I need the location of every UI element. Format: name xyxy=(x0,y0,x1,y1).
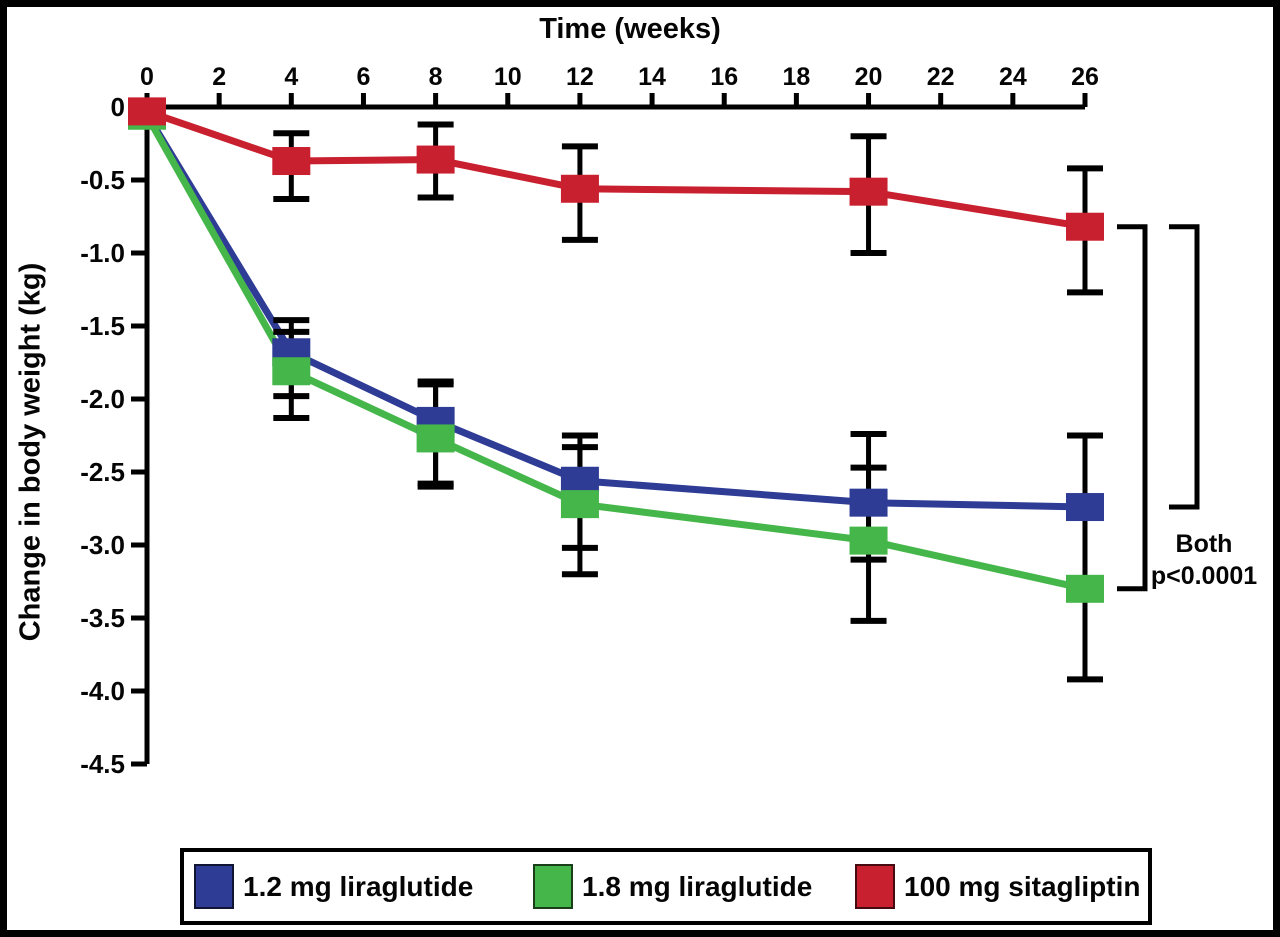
y-tick-label: -0.5 xyxy=(80,165,125,195)
significance-annotation-line2: p<0.0001 xyxy=(1150,562,1258,590)
x-tick-label: 0 xyxy=(140,63,154,91)
legend-label-sitagliptin: 100 mg sitagliptin xyxy=(904,870,1141,902)
marker-1-8-mg-liraglutide xyxy=(849,526,888,555)
x-tick-label: 10 xyxy=(494,63,522,91)
legend-label-liraglutide-1-8: 1.8 mg liraglutide xyxy=(582,870,813,902)
marker-1-8-mg-liraglutide xyxy=(272,357,311,386)
legend-swatch-liraglutide-1-8 xyxy=(533,864,573,909)
x-tick-label: 6 xyxy=(357,63,371,91)
legend-item-liraglutide-1-8: 1.8 mg liraglutide xyxy=(533,852,812,921)
error-bars-1-2-mg-liraglutide xyxy=(273,317,1103,592)
x-tick-label: 18 xyxy=(782,63,810,91)
x-tick-label: 22 xyxy=(927,63,955,91)
series-line-1-8-mg-liraglutide xyxy=(143,114,1086,593)
series-line-100-mg-sitagliptin xyxy=(145,108,1086,231)
x-tick-label: 16 xyxy=(710,63,738,91)
significance-bracket xyxy=(1169,224,1200,510)
y-axis-title: Change in body weight (kg) xyxy=(14,262,47,642)
series-line-1-2-mg-liraglutide xyxy=(144,112,1086,511)
markers-100-mg-sitagliptin xyxy=(128,97,1104,241)
y-tick-label: -2.0 xyxy=(80,384,125,414)
x-tick-label: 24 xyxy=(999,63,1027,91)
marker-100-mg-sitagliptin xyxy=(849,177,888,206)
legend-item-liraglutide-1-2: 1.2 mg liraglutide xyxy=(194,852,473,921)
legend-item-sitagliptin: 100 mg sitagliptin xyxy=(855,852,1141,921)
chart-svg: 0 2 4 6 8 10 12 14 16 18 20 22 24 260-0.5-1.0-1.5-2.0… xyxy=(80,63,1200,779)
x-tick-label: 4 xyxy=(284,63,298,91)
legend-swatch-sitagliptin xyxy=(855,864,895,909)
y-tick-label: -1.0 xyxy=(80,238,125,268)
y-tick-label: 0 xyxy=(111,92,125,122)
y-tick-label: -3.0 xyxy=(80,530,125,560)
legend: 1.2 mg liraglutide 1.8 mg liraglutide 10… xyxy=(180,848,1152,925)
y-tick-label: -4.0 xyxy=(80,676,125,706)
x-axis-title: Time (weeks) xyxy=(539,13,721,45)
significance-bracket xyxy=(1117,224,1148,592)
y-tick-label: -2.5 xyxy=(80,457,125,487)
legend-label-liraglutide-1-2: 1.2 mg liraglutide xyxy=(243,870,474,902)
x-tick-label: 26 xyxy=(1071,63,1099,91)
significance-annotation: Both p<0.0001 xyxy=(1139,528,1269,592)
marker-1-2-mg-liraglutide xyxy=(849,488,888,517)
marker-1-8-mg-liraglutide xyxy=(416,424,455,453)
marker-100-mg-sitagliptin xyxy=(560,174,599,203)
marker-1-2-mg-liraglutide xyxy=(560,466,599,495)
y-axis: 0 -0.5 -1.0 -1.5 -2.0 -2.5 -3.0 -3.5 -4.0 -4.5 xyxy=(80,92,150,779)
x-tick-label: 14 xyxy=(638,63,666,91)
x-tick-label: 8 xyxy=(429,63,443,91)
x-tick-label: 20 xyxy=(855,63,883,91)
significance-annotation-line1: Both xyxy=(1175,530,1233,558)
error-bars-100-mg-sitagliptin xyxy=(273,121,1103,296)
x-tick-label: 12 xyxy=(566,63,594,91)
marker-100-mg-sitagliptin xyxy=(416,145,455,174)
marker-1-2-mg-liraglutide xyxy=(1066,493,1104,522)
marker-100-mg-sitagliptin xyxy=(272,147,311,176)
x-axis: 0 2 4 6 8 10 12 14 16 18 20 22 24 26 xyxy=(140,63,1099,110)
marker-100-mg-sitagliptin xyxy=(1066,212,1104,241)
marker-1-8-mg-liraglutide xyxy=(560,490,599,519)
y-tick-label: -4.5 xyxy=(80,749,125,779)
marker-100-mg-sitagliptin xyxy=(128,97,166,126)
x-tick-label: 2 xyxy=(212,63,226,91)
y-tick-label: -3.5 xyxy=(80,603,125,633)
marker-1-8-mg-liraglutide xyxy=(1066,574,1104,603)
legend-swatch-liraglutide-1-2 xyxy=(194,864,234,909)
y-tick-label: -1.5 xyxy=(80,311,125,341)
